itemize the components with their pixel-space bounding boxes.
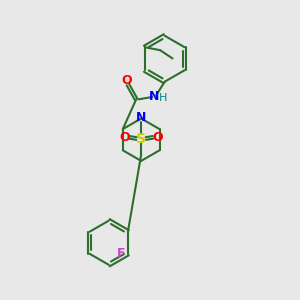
Text: O: O bbox=[153, 131, 163, 144]
Text: F: F bbox=[117, 247, 126, 260]
Text: S: S bbox=[136, 131, 146, 146]
Text: O: O bbox=[121, 74, 132, 87]
Text: H: H bbox=[158, 93, 167, 103]
Text: O: O bbox=[119, 131, 130, 144]
Text: N: N bbox=[136, 111, 146, 124]
Text: N: N bbox=[149, 91, 160, 103]
